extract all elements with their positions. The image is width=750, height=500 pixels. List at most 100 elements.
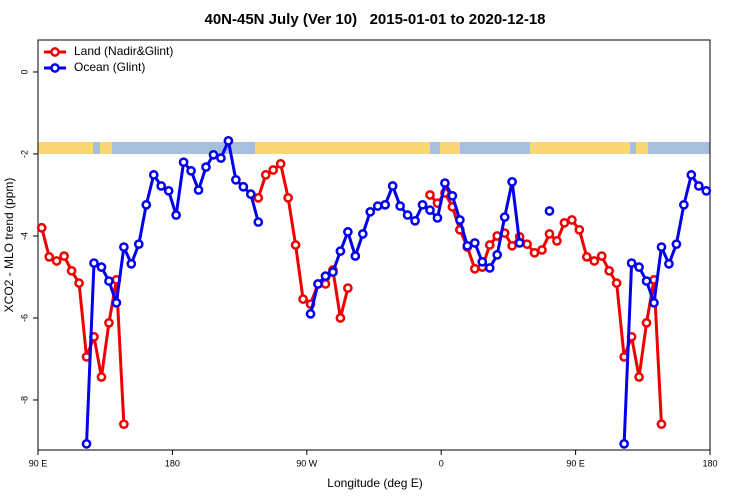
data-point [537, 245, 547, 255]
y-tick-label: 0 [19, 69, 29, 74]
data-point [253, 217, 264, 227]
data-point [126, 259, 137, 269]
data-point [305, 309, 316, 319]
data-point [544, 206, 555, 216]
data-point [589, 256, 600, 266]
data-point [201, 162, 211, 172]
data-point [522, 239, 532, 250]
data-point [260, 170, 271, 180]
y-tick-label: -8 [19, 396, 29, 404]
y-axis-label: XCO2 - MLO trend (ppm) [2, 178, 16, 313]
data-point [402, 210, 413, 220]
data-point [231, 174, 241, 185]
legend-marker [50, 63, 60, 73]
data-point [499, 212, 510, 222]
data-point [425, 190, 435, 200]
data-point [238, 181, 249, 192]
x-tick-label: 90 W [296, 458, 318, 468]
data-point [664, 259, 674, 269]
data-point [216, 153, 226, 163]
data-point [701, 186, 712, 196]
data-point [36, 222, 47, 233]
x-tick-label: 90 E [566, 458, 585, 468]
data-point [268, 165, 279, 175]
data-point [469, 238, 480, 248]
x-tick-label: 180 [702, 458, 717, 468]
data-point [119, 242, 129, 252]
data-point [626, 258, 637, 268]
data-point [455, 215, 465, 225]
data-point [574, 224, 585, 235]
data-point [447, 190, 458, 201]
data-point [596, 251, 607, 261]
data-point [552, 236, 562, 246]
data-point [59, 251, 69, 261]
data-point [320, 279, 331, 289]
data-point [477, 256, 488, 267]
data-point [395, 201, 405, 211]
data-point [469, 263, 480, 274]
data-point [335, 246, 346, 256]
data-point [432, 213, 443, 223]
data-point [81, 439, 92, 449]
data-point [649, 297, 659, 308]
data-point [529, 247, 540, 258]
data-point [245, 189, 256, 200]
data-point [350, 251, 361, 261]
data-point [343, 283, 353, 293]
data-point [51, 256, 62, 266]
data-point [283, 193, 293, 203]
land-ocean-strip [38, 142, 710, 154]
chart-title: 40N-45N July (Ver 10) 2015-01-01 to 2020… [204, 11, 545, 28]
data-point [104, 318, 114, 328]
data-point [171, 210, 181, 220]
x-tick-label: 90 E [29, 458, 48, 468]
data-point [380, 199, 391, 210]
data-point [186, 165, 196, 176]
data-point [641, 318, 652, 328]
data-point [581, 252, 592, 262]
data-point [693, 181, 704, 191]
data-point [290, 240, 301, 250]
data-point [634, 262, 644, 272]
x-tick-label: 180 [165, 458, 180, 468]
data-point [544, 229, 555, 239]
data-point [484, 263, 495, 273]
data-point [141, 199, 152, 210]
data-point [223, 136, 234, 146]
data-point [335, 313, 346, 323]
data-point [44, 252, 55, 262]
data-point [89, 258, 99, 268]
y-tick-label: -4 [19, 232, 29, 240]
plot-frame [37, 39, 711, 451]
data-point [641, 276, 652, 286]
data-point [425, 205, 435, 215]
data-point [634, 372, 644, 382]
data-point [514, 238, 525, 248]
legend-label: Ocean (Glint) [74, 60, 145, 74]
data-point [365, 206, 376, 217]
data-point [298, 294, 308, 304]
data-point [253, 193, 264, 203]
data-point [133, 239, 144, 250]
data-point [686, 170, 697, 180]
y-tick-label: -6 [19, 314, 29, 322]
data-point [492, 249, 503, 260]
data-point [193, 185, 204, 195]
data-point [96, 262, 107, 272]
data-point [104, 276, 114, 286]
data-point [178, 157, 189, 168]
data-point [343, 227, 353, 237]
data-point [410, 215, 420, 226]
data-point [111, 297, 122, 308]
data-point [417, 199, 428, 210]
data-point [313, 279, 323, 289]
data-point [275, 158, 286, 169]
data-point [163, 186, 174, 196]
data-point [462, 240, 473, 251]
data-point [328, 267, 338, 277]
data-point [656, 242, 667, 252]
legend-label: Land (Nadir&Glint) [74, 44, 173, 58]
